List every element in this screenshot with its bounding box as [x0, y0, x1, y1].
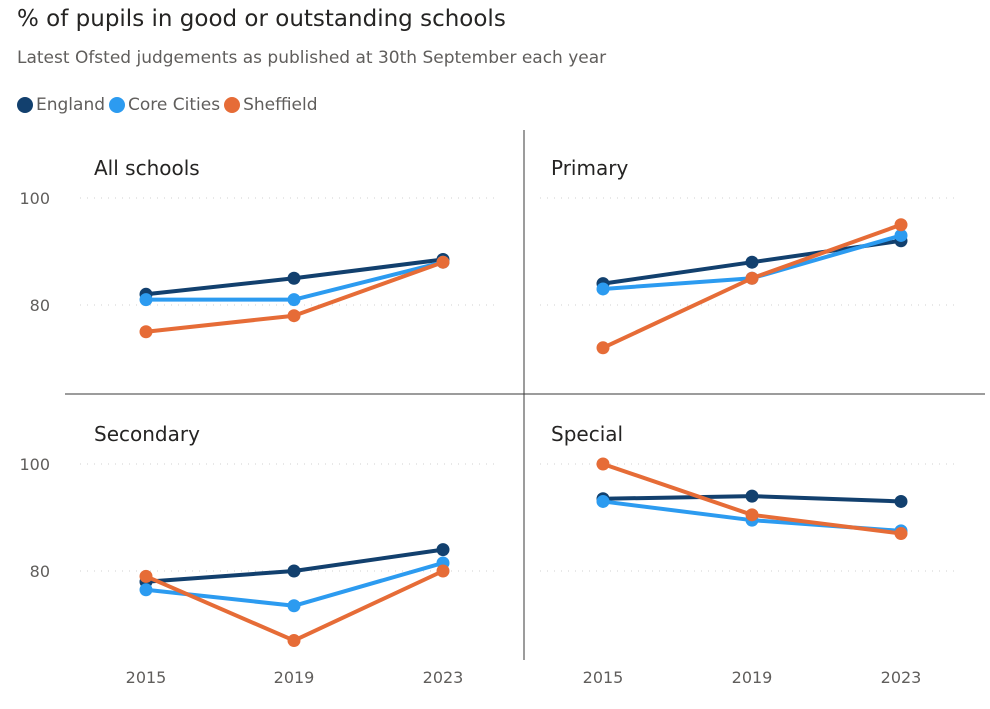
data-point-all-schools-sheffield-2023 [436, 255, 450, 269]
data-point-all-schools-sheffield-2015 [139, 325, 153, 339]
data-point-secondary-sheffield-2023 [436, 564, 450, 578]
data-point-secondary-sheffield-2015 [139, 569, 153, 583]
panel-title-primary: Primary [551, 156, 628, 180]
data-point-all-schools-core-cities-2015 [139, 293, 153, 307]
legend: England Core Cities Sheffield [17, 95, 322, 115]
legend-label-sheffield: Sheffield [243, 95, 318, 115]
chart-title: % of pupils in good or outstanding schoo… [17, 6, 506, 32]
y-tick-label-secondary-80: 80 [30, 562, 50, 581]
data-point-primary-england-2019 [745, 255, 759, 269]
y-tick-label-secondary-100: 100 [19, 455, 50, 474]
data-point-special-sheffield-2019 [745, 508, 759, 522]
legend-item-england[interactable]: England [17, 95, 105, 115]
x-tick-label-secondary-2015: 2015 [126, 668, 167, 687]
data-point-special-sheffield-2023 [894, 527, 908, 541]
legend-marker-sheffield [224, 97, 241, 113]
data-point-secondary-core-cities-2015 [139, 583, 153, 597]
x-tick-label-special-2019: 2019 [732, 668, 773, 687]
legend-marker-england [17, 97, 33, 113]
chart-subtitle: Latest Ofsted judgements as published at… [17, 48, 607, 68]
data-point-special-core-cities-2015 [596, 494, 610, 508]
data-point-primary-core-cities-2015 [596, 282, 610, 296]
data-point-special-england-2023 [894, 494, 908, 508]
data-point-secondary-england-2023 [436, 543, 450, 557]
legend-label-core-cities: Core Cities [128, 95, 221, 115]
data-point-primary-sheffield-2019 [745, 271, 759, 285]
data-point-primary-sheffield-2023 [894, 218, 908, 232]
legend-item-sheffield[interactable]: Sheffield [224, 95, 318, 115]
legend-item-core-cities[interactable]: Core Cities [109, 95, 220, 115]
x-tick-label-secondary-2019: 2019 [274, 668, 315, 687]
data-point-primary-sheffield-2015 [596, 341, 610, 355]
panel-title-secondary: Secondary [94, 422, 200, 446]
data-point-secondary-core-cities-2019 [287, 599, 301, 613]
x-tick-label-secondary-2023: 2023 [423, 668, 464, 687]
legend-marker-core-cities [109, 97, 126, 113]
data-point-special-england-2019 [745, 489, 759, 503]
y-tick-label-all-schools-80: 80 [30, 296, 50, 315]
panel-title-special: Special [551, 422, 623, 446]
y-tick-label-all-schools-100: 100 [19, 189, 50, 208]
data-point-secondary-england-2019 [287, 564, 301, 578]
x-tick-label-special-2015: 2015 [583, 668, 624, 687]
data-point-primary-core-cities-2023 [894, 228, 908, 242]
legend-label-england: England [36, 95, 106, 115]
data-point-secondary-sheffield-2019 [287, 634, 301, 648]
data-point-all-schools-core-cities-2019 [287, 293, 301, 307]
data-point-all-schools-sheffield-2019 [287, 309, 301, 323]
data-point-special-sheffield-2015 [596, 457, 610, 471]
panel-title-all-schools: All schools [94, 156, 200, 180]
data-point-all-schools-england-2019 [287, 271, 301, 285]
x-tick-label-special-2023: 2023 [881, 668, 922, 687]
